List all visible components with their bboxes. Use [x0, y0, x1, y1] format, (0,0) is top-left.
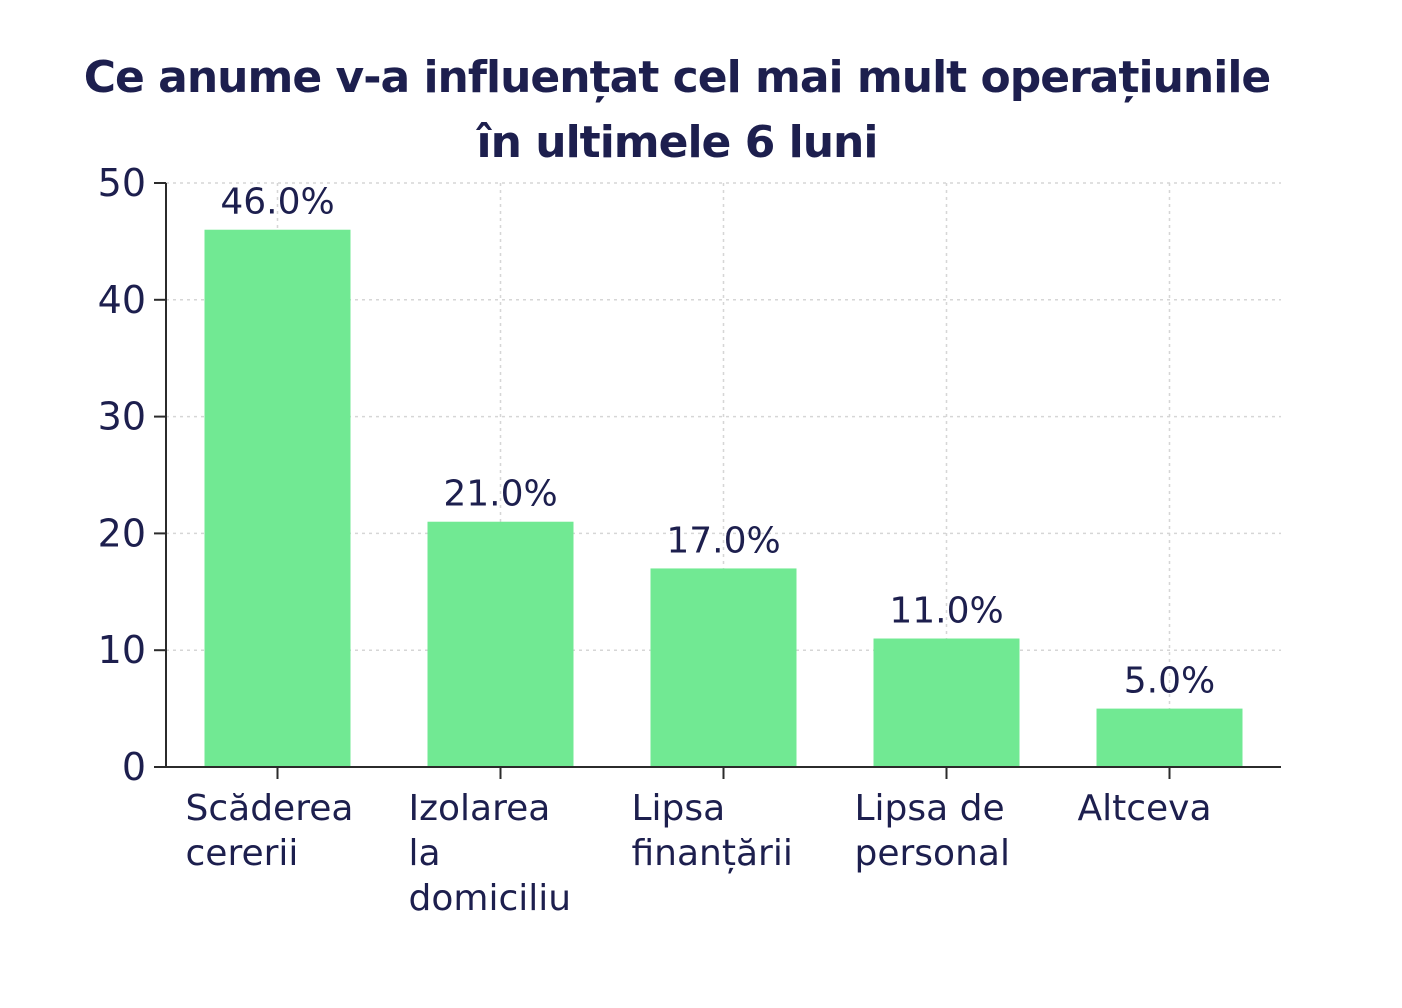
x-category-label: Altceva — [1078, 788, 1212, 829]
y-tick-label: 50 — [98, 161, 146, 205]
bar-value-label: 11.0% — [889, 591, 1003, 632]
y-tick-label: 20 — [98, 511, 146, 555]
x-category-label: Scăderea — [186, 788, 354, 829]
y-tick-label: 30 — [98, 395, 146, 439]
x-category-label: Izolarea — [409, 788, 551, 829]
value-labels: 46.0% 21.0% 17.0% 11.0% 5.0% — [220, 182, 1215, 702]
x-category-label: la — [409, 833, 441, 874]
bar — [650, 568, 797, 767]
chart-title-line-1: Ce anume v-a influențat cel mai mult ope… — [84, 52, 1271, 103]
bar-value-label: 46.0% — [220, 182, 334, 223]
bar — [427, 521, 574, 767]
bar-value-label: 17.0% — [666, 520, 780, 561]
chart-title: Ce anume v-a influențat cel mai mult ope… — [84, 52, 1272, 168]
bars — [204, 229, 1243, 768]
bar-value-label: 21.0% — [443, 474, 557, 515]
x-category-label: domiciliu — [409, 878, 572, 919]
y-tick-label: 40 — [98, 278, 146, 322]
x-category-label: personal — [855, 833, 1010, 874]
x-category-label: finanțării — [632, 833, 793, 874]
y-tick-label: 0 — [122, 745, 146, 789]
bar — [1096, 708, 1243, 767]
bar — [873, 638, 1020, 767]
x-category-label: cererii — [186, 833, 299, 874]
bar-value-label: 5.0% — [1124, 661, 1215, 702]
bar — [204, 229, 351, 768]
x-category-label: Lipsa de — [855, 788, 1005, 829]
y-axis-ticks: 0 10 20 30 40 50 — [98, 161, 166, 789]
axes — [165, 183, 1281, 779]
y-tick-label: 10 — [98, 628, 146, 672]
chart-title-line-2: în ultimele 6 luni — [476, 117, 878, 168]
x-category-label: Lipsa — [632, 788, 726, 829]
